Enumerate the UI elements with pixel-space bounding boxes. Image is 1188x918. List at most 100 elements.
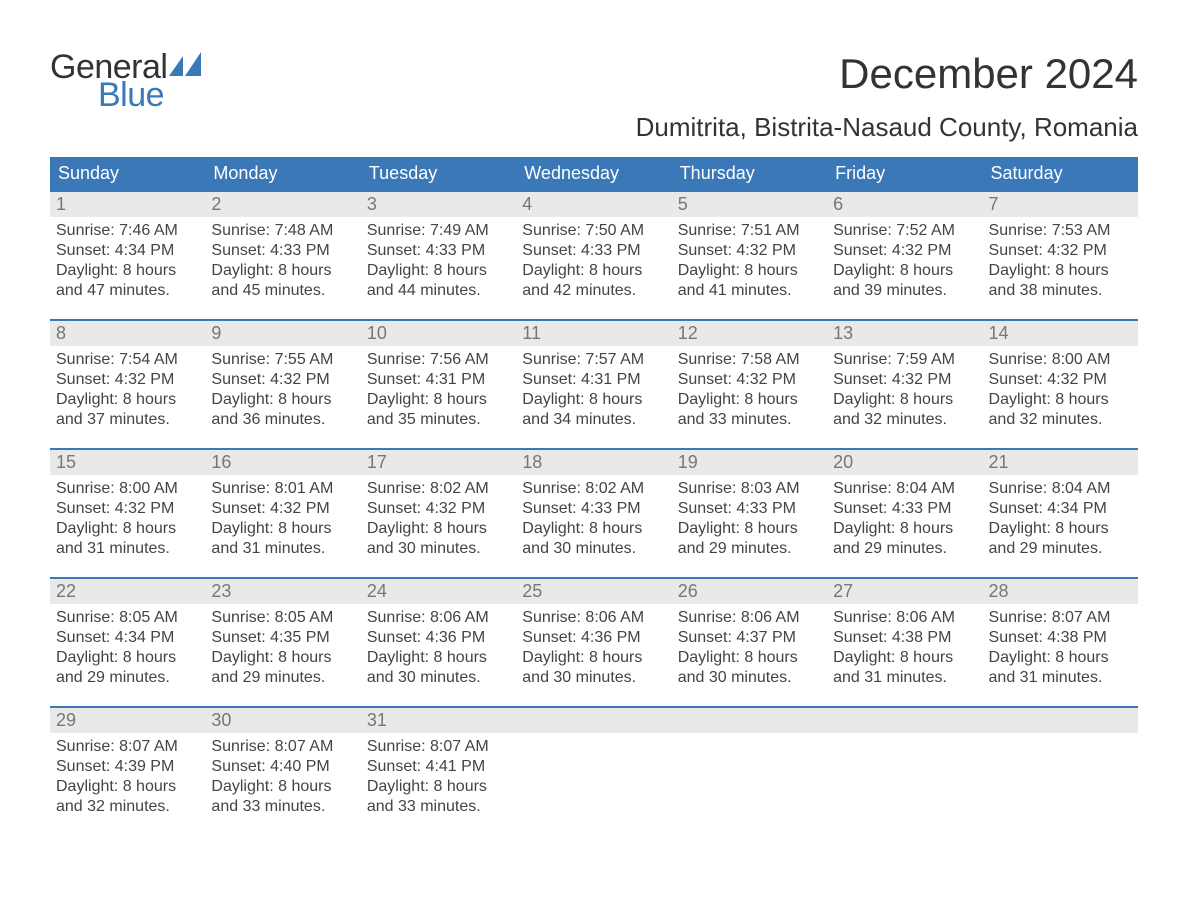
page: General Blue December 2024 Dumitrita, Bi… [0, 0, 1188, 817]
day-number [672, 708, 827, 733]
day-number: 26 [672, 579, 827, 604]
day-number [983, 708, 1138, 733]
day-number: 3 [361, 192, 516, 217]
daylight-line-2: and 33 minutes. [678, 410, 821, 430]
day-number: 27 [827, 579, 982, 604]
day-body: Sunrise: 7:46 AMSunset: 4:34 PMDaylight:… [50, 217, 205, 301]
day-number: 25 [516, 579, 671, 604]
daylight-line-1: Daylight: 8 hours [522, 648, 665, 668]
day-number: 5 [672, 192, 827, 217]
daylight-line-2: and 34 minutes. [522, 410, 665, 430]
daylight-line-1: Daylight: 8 hours [522, 519, 665, 539]
daylight-line-2: and 32 minutes. [833, 410, 976, 430]
day-body: Sunrise: 8:07 AMSunset: 4:38 PMDaylight:… [983, 604, 1138, 688]
calendar-day: 10Sunrise: 7:56 AMSunset: 4:31 PMDayligh… [361, 321, 516, 430]
daylight-line-2: and 31 minutes. [211, 539, 354, 559]
daylight-line-1: Daylight: 8 hours [56, 777, 199, 797]
weeks-container: 1Sunrise: 7:46 AMSunset: 4:34 PMDaylight… [50, 190, 1138, 817]
sunrise-line: Sunrise: 8:07 AM [211, 737, 354, 757]
daylight-line-1: Daylight: 8 hours [678, 519, 821, 539]
daylight-line-1: Daylight: 8 hours [56, 519, 199, 539]
daylight-line-2: and 44 minutes. [367, 281, 510, 301]
daylight-line-2: and 30 minutes. [522, 668, 665, 688]
daylight-line-2: and 33 minutes. [367, 797, 510, 817]
day-number: 2 [205, 192, 360, 217]
sunrise-line: Sunrise: 8:07 AM [367, 737, 510, 757]
calendar-week: 22Sunrise: 8:05 AMSunset: 4:34 PMDayligh… [50, 577, 1138, 688]
sunrise-line: Sunrise: 8:00 AM [56, 479, 199, 499]
calendar-week: 8Sunrise: 7:54 AMSunset: 4:32 PMDaylight… [50, 319, 1138, 430]
daylight-line-1: Daylight: 8 hours [211, 519, 354, 539]
day-number: 22 [50, 579, 205, 604]
calendar-day: 17Sunrise: 8:02 AMSunset: 4:32 PMDayligh… [361, 450, 516, 559]
daylight-line-2: and 31 minutes. [56, 539, 199, 559]
weekday-header: Friday [827, 157, 982, 190]
day-body: Sunrise: 7:58 AMSunset: 4:32 PMDaylight:… [672, 346, 827, 430]
calendar-day: 19Sunrise: 8:03 AMSunset: 4:33 PMDayligh… [672, 450, 827, 559]
day-body: Sunrise: 8:00 AMSunset: 4:32 PMDaylight:… [983, 346, 1138, 430]
day-body: Sunrise: 8:01 AMSunset: 4:32 PMDaylight:… [205, 475, 360, 559]
daylight-line-1: Daylight: 8 hours [833, 519, 976, 539]
day-body: Sunrise: 7:50 AMSunset: 4:33 PMDaylight:… [516, 217, 671, 301]
weekday-header: Tuesday [361, 157, 516, 190]
daylight-line-2: and 31 minutes. [833, 668, 976, 688]
daylight-line-1: Daylight: 8 hours [367, 261, 510, 281]
calendar-day: 4Sunrise: 7:50 AMSunset: 4:33 PMDaylight… [516, 192, 671, 301]
daylight-line-2: and 30 minutes. [367, 539, 510, 559]
day-body: Sunrise: 7:53 AMSunset: 4:32 PMDaylight:… [983, 217, 1138, 301]
sunrise-line: Sunrise: 8:02 AM [367, 479, 510, 499]
day-number: 19 [672, 450, 827, 475]
sunrise-line: Sunrise: 8:02 AM [522, 479, 665, 499]
sunset-line: Sunset: 4:32 PM [367, 499, 510, 519]
daylight-line-1: Daylight: 8 hours [211, 261, 354, 281]
calendar-day: 5Sunrise: 7:51 AMSunset: 4:32 PMDaylight… [672, 192, 827, 301]
calendar-day: 21Sunrise: 8:04 AMSunset: 4:34 PMDayligh… [983, 450, 1138, 559]
daylight-line-2: and 38 minutes. [989, 281, 1132, 301]
daylight-line-1: Daylight: 8 hours [833, 390, 976, 410]
daylight-line-1: Daylight: 8 hours [989, 261, 1132, 281]
location-subtitle: Dumitrita, Bistrita-Nasaud County, Roman… [636, 112, 1138, 143]
sunset-line: Sunset: 4:36 PM [522, 628, 665, 648]
day-number: 14 [983, 321, 1138, 346]
day-number: 6 [827, 192, 982, 217]
title-block: December 2024 Dumitrita, Bistrita-Nasaud… [636, 50, 1138, 143]
day-body: Sunrise: 8:06 AMSunset: 4:36 PMDaylight:… [516, 604, 671, 688]
day-body: Sunrise: 7:52 AMSunset: 4:32 PMDaylight:… [827, 217, 982, 301]
day-body: Sunrise: 8:07 AMSunset: 4:40 PMDaylight:… [205, 733, 360, 817]
day-number: 11 [516, 321, 671, 346]
day-body: Sunrise: 8:06 AMSunset: 4:37 PMDaylight:… [672, 604, 827, 688]
day-number: 23 [205, 579, 360, 604]
calendar-day: 25Sunrise: 8:06 AMSunset: 4:36 PMDayligh… [516, 579, 671, 688]
sunrise-line: Sunrise: 7:49 AM [367, 221, 510, 241]
daylight-line-1: Daylight: 8 hours [56, 390, 199, 410]
day-body: Sunrise: 8:07 AMSunset: 4:39 PMDaylight:… [50, 733, 205, 817]
sunset-line: Sunset: 4:32 PM [211, 499, 354, 519]
day-body: Sunrise: 7:54 AMSunset: 4:32 PMDaylight:… [50, 346, 205, 430]
calendar-day: 23Sunrise: 8:05 AMSunset: 4:35 PMDayligh… [205, 579, 360, 688]
calendar-day [672, 708, 827, 817]
sunset-line: Sunset: 4:34 PM [56, 628, 199, 648]
sunrise-line: Sunrise: 8:06 AM [522, 608, 665, 628]
calendar-day [983, 708, 1138, 817]
sunrise-line: Sunrise: 8:04 AM [833, 479, 976, 499]
day-number: 16 [205, 450, 360, 475]
daylight-line-1: Daylight: 8 hours [211, 390, 354, 410]
daylight-line-1: Daylight: 8 hours [833, 648, 976, 668]
calendar-day: 15Sunrise: 8:00 AMSunset: 4:32 PMDayligh… [50, 450, 205, 559]
calendar-day: 13Sunrise: 7:59 AMSunset: 4:32 PMDayligh… [827, 321, 982, 430]
calendar: SundayMondayTuesdayWednesdayThursdayFrid… [50, 157, 1138, 817]
weekday-header: Sunday [50, 157, 205, 190]
sunrise-line: Sunrise: 8:04 AM [989, 479, 1132, 499]
day-body: Sunrise: 7:59 AMSunset: 4:32 PMDaylight:… [827, 346, 982, 430]
day-body: Sunrise: 8:03 AMSunset: 4:33 PMDaylight:… [672, 475, 827, 559]
calendar-day: 18Sunrise: 8:02 AMSunset: 4:33 PMDayligh… [516, 450, 671, 559]
sunset-line: Sunset: 4:33 PM [211, 241, 354, 261]
day-number: 24 [361, 579, 516, 604]
sunrise-line: Sunrise: 7:59 AM [833, 350, 976, 370]
calendar-day: 26Sunrise: 8:06 AMSunset: 4:37 PMDayligh… [672, 579, 827, 688]
day-body: Sunrise: 7:55 AMSunset: 4:32 PMDaylight:… [205, 346, 360, 430]
calendar-day: 31Sunrise: 8:07 AMSunset: 4:41 PMDayligh… [361, 708, 516, 817]
calendar-week: 15Sunrise: 8:00 AMSunset: 4:32 PMDayligh… [50, 448, 1138, 559]
daylight-line-1: Daylight: 8 hours [522, 261, 665, 281]
sunrise-line: Sunrise: 7:50 AM [522, 221, 665, 241]
